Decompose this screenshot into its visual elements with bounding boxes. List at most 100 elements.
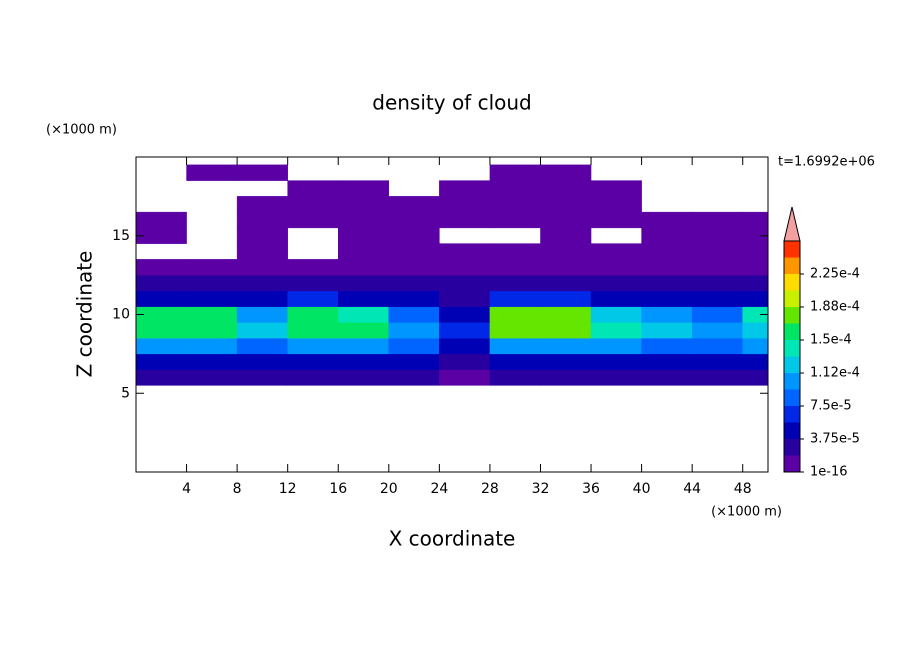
- field-cell: [540, 164, 592, 181]
- field: [136, 164, 768, 386]
- field-cell: [388, 369, 440, 386]
- field-cell: [439, 290, 491, 307]
- y-unit: (×1000 m): [46, 123, 117, 138]
- colorbar-label: 1.12e-4: [810, 366, 860, 381]
- field-cell: [337, 353, 390, 370]
- x-tick-label: 40: [633, 481, 651, 497]
- time-label: t=1.6992e+06: [778, 155, 875, 170]
- field-cell: [186, 290, 238, 307]
- field-cell: [287, 322, 339, 339]
- field-cell: [641, 322, 693, 339]
- field-cell: [388, 306, 440, 323]
- field-cell: [641, 227, 693, 244]
- field-cell: [641, 353, 693, 370]
- x-tick-label: 16: [329, 481, 347, 497]
- field-cell: [236, 243, 288, 260]
- field-cell: [236, 211, 288, 229]
- field-cell: [590, 259, 642, 276]
- field-cell: [236, 290, 288, 307]
- x-tick-label: 8: [233, 481, 242, 497]
- y-axis-label: Z coordinate: [73, 251, 97, 378]
- field-cell: [186, 259, 238, 276]
- colorbar-box: [784, 340, 800, 357]
- field-cell: [691, 369, 743, 386]
- field-cell: [388, 196, 440, 213]
- colorbar-box: [784, 323, 800, 340]
- field-cell: [287, 196, 339, 213]
- x-tick-label: 4: [182, 481, 191, 497]
- colorbar-box: [784, 274, 800, 291]
- field-cell: [439, 196, 491, 213]
- field-cell: [489, 353, 541, 370]
- field-cell: [186, 322, 238, 339]
- field-cell: [388, 274, 440, 292]
- field-cell: [439, 337, 491, 355]
- colorbar-box: [784, 257, 800, 274]
- colorbar-box: [784, 307, 800, 324]
- field-cell: [236, 353, 288, 370]
- field-cell: [590, 369, 642, 386]
- field-cell: [489, 211, 541, 229]
- field-cell: [641, 243, 693, 260]
- field-cell: [489, 180, 541, 197]
- field-cell: [236, 337, 288, 355]
- field-cell: [540, 369, 592, 386]
- field-cell: [439, 180, 491, 197]
- field-cell: [439, 274, 491, 292]
- field-cell: [489, 196, 541, 213]
- field-cell: [287, 180, 339, 197]
- field-cell: [287, 337, 339, 355]
- field-cell: [590, 353, 642, 370]
- field-cell: [388, 290, 440, 307]
- field-cell: [186, 274, 238, 292]
- field-cell: [691, 337, 743, 355]
- x-tick-label: 20: [380, 481, 398, 497]
- field-cell: [590, 306, 642, 323]
- field-cell: [641, 211, 693, 229]
- field-cell: [236, 259, 288, 276]
- field-cell: [388, 322, 440, 339]
- x-tick-label: 48: [734, 481, 752, 497]
- field-cell: [337, 243, 390, 260]
- field-cell: [540, 259, 592, 276]
- field-cell: [641, 337, 693, 355]
- field-cell: [337, 274, 390, 292]
- colorbar-box: [784, 389, 800, 406]
- x-axis-label: X coordinate: [389, 527, 516, 551]
- field-cell: [641, 369, 693, 386]
- field-cell: [236, 227, 288, 244]
- field-cell: [337, 337, 390, 355]
- colorbar-box: [784, 406, 800, 423]
- field-cell: [236, 322, 288, 339]
- field-cell: [388, 337, 440, 355]
- field-cell: [136, 211, 187, 229]
- field-cell: [287, 274, 339, 292]
- x-tick-label: 12: [279, 481, 297, 497]
- field-cell: [691, 290, 743, 307]
- field-cell: [136, 353, 187, 370]
- y-tick-label: 5: [121, 385, 130, 401]
- field-cell: [691, 243, 743, 260]
- colorbar-box: [784, 373, 800, 390]
- field-cell: [489, 306, 541, 323]
- field-cell: [691, 353, 743, 370]
- field-cell: [136, 337, 187, 355]
- x-tick-label: 32: [532, 481, 550, 497]
- field-cell: [590, 337, 642, 355]
- field-cell: [489, 290, 541, 307]
- field-cell: [439, 322, 491, 339]
- colorbar-box: [784, 439, 800, 456]
- field-cell: [540, 322, 592, 339]
- field-cell: [287, 290, 339, 307]
- field-cell: [691, 211, 743, 229]
- colorbar-box: [784, 290, 800, 307]
- field-cell: [337, 180, 390, 197]
- field-cell: [388, 243, 440, 260]
- field-cell: [236, 274, 288, 292]
- field-cell: [236, 369, 288, 386]
- field-cell: [489, 369, 541, 386]
- colorbar-label: 1.88e-4: [810, 300, 860, 315]
- field-cell: [337, 227, 390, 244]
- colorbar-box: [784, 422, 800, 439]
